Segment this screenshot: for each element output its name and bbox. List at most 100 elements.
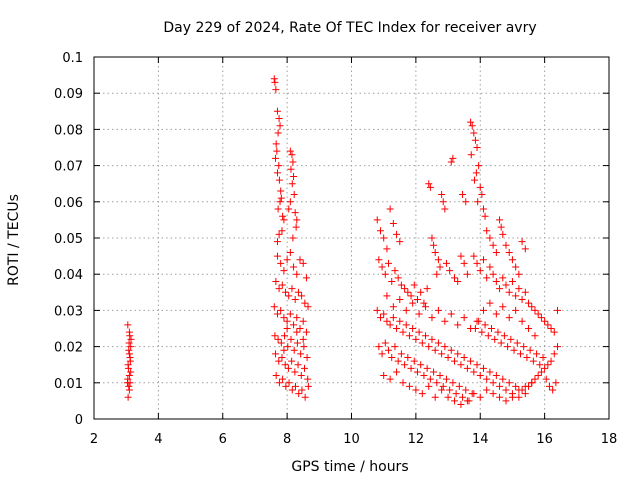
data-point-marker xyxy=(528,379,536,387)
data-point-marker xyxy=(275,162,283,170)
data-point-marker xyxy=(126,332,134,340)
data-point-marker xyxy=(486,263,494,271)
data-point-marker xyxy=(455,382,463,390)
data-point-marker xyxy=(474,198,482,206)
data-point-marker xyxy=(481,321,489,329)
data-point-marker xyxy=(291,382,299,390)
data-point-marker xyxy=(457,361,465,369)
data-point-marker xyxy=(554,306,561,314)
data-point-marker xyxy=(484,332,492,340)
data-point-marker xyxy=(516,350,524,358)
data-point-marker xyxy=(275,357,283,365)
data-point-marker xyxy=(304,303,312,311)
data-point-marker xyxy=(505,288,513,296)
data-point-marker xyxy=(282,382,290,390)
data-point-marker xyxy=(426,375,434,383)
data-point-marker xyxy=(383,292,391,300)
data-point-marker xyxy=(391,343,399,351)
data-point-marker xyxy=(277,339,285,347)
data-point-marker xyxy=(273,147,281,155)
data-point-marker xyxy=(470,368,478,376)
x-tick-label: 2 xyxy=(90,432,98,447)
data-point-marker xyxy=(125,386,133,394)
chart-title: Day 229 of 2024, Rate Of TEC Index for r… xyxy=(163,20,536,36)
data-point-marker xyxy=(521,288,529,296)
data-point-marker xyxy=(544,321,552,329)
data-point-marker xyxy=(378,350,386,358)
data-point-marker xyxy=(452,390,460,398)
data-point-marker xyxy=(459,393,467,401)
data-point-marker xyxy=(508,277,516,285)
data-point-marker xyxy=(534,372,542,380)
data-point-marker xyxy=(496,285,504,293)
y-tick-label: 0 xyxy=(75,413,83,428)
data-point-marker xyxy=(275,115,283,123)
data-point-marker xyxy=(518,296,526,304)
data-point-marker xyxy=(283,325,291,332)
data-point-marker xyxy=(271,332,279,340)
data-point-marker xyxy=(391,267,399,275)
data-point-marker xyxy=(409,325,417,332)
data-point-marker xyxy=(292,223,300,231)
data-point-marker xyxy=(550,350,558,358)
data-point-marker xyxy=(376,314,384,322)
data-point-marker xyxy=(126,357,134,365)
data-point-marker xyxy=(475,162,483,170)
data-point-marker xyxy=(278,353,286,361)
data-point-marker xyxy=(271,78,279,86)
data-point-marker xyxy=(510,346,518,354)
data-point-marker xyxy=(441,205,449,213)
data-point-marker xyxy=(471,136,479,144)
data-point-marker xyxy=(124,393,132,401)
data-point-marker xyxy=(299,317,307,325)
data-point-marker xyxy=(410,281,418,289)
data-point-marker xyxy=(413,368,421,376)
data-point-marker xyxy=(287,165,295,173)
data-points xyxy=(123,75,561,409)
data-point-marker xyxy=(376,227,384,235)
data-point-marker xyxy=(394,357,402,365)
data-point-marker xyxy=(481,212,489,220)
data-point-marker xyxy=(554,343,561,351)
data-point-marker xyxy=(497,339,505,347)
data-point-marker xyxy=(304,375,312,383)
data-point-marker xyxy=(396,296,404,304)
data-point-marker xyxy=(272,140,280,148)
data-point-marker xyxy=(468,122,476,130)
data-point-marker xyxy=(125,372,133,380)
data-point-marker xyxy=(285,292,293,300)
data-point-marker xyxy=(417,288,425,296)
data-point-marker xyxy=(486,234,494,242)
data-point-marker xyxy=(397,281,405,289)
data-point-marker xyxy=(373,306,381,314)
data-point-marker xyxy=(476,372,484,380)
data-point-marker xyxy=(473,317,481,325)
data-point-marker xyxy=(401,361,409,369)
data-point-marker xyxy=(428,234,436,242)
data-point-marker xyxy=(479,256,487,264)
data-point-marker xyxy=(518,317,526,325)
data-point-marker xyxy=(124,321,132,329)
data-point-marker xyxy=(272,154,280,162)
axis-ticks: 2 4 6 8 10 12 14 16 18 0 0.01 0.02 0.03 0.04 0.05 0.06 0… xyxy=(54,51,617,447)
data-point-marker xyxy=(531,332,539,340)
data-point-marker xyxy=(457,401,465,409)
y-tick-label: 0.01 xyxy=(54,377,83,392)
y-tick-label: 0.02 xyxy=(54,341,83,356)
data-point-marker xyxy=(300,343,308,351)
data-point-marker xyxy=(284,343,292,351)
data-point-marker xyxy=(125,346,133,354)
data-point-marker xyxy=(380,372,388,380)
data-point-marker xyxy=(378,263,386,271)
data-point-marker xyxy=(385,259,393,267)
data-point-marker xyxy=(521,390,529,398)
data-point-marker xyxy=(385,346,393,354)
data-point-marker xyxy=(296,256,304,264)
data-point-marker xyxy=(297,350,305,358)
data-point-marker xyxy=(280,216,288,224)
data-point-marker xyxy=(463,364,471,372)
data-point-marker xyxy=(286,198,294,206)
data-point-marker xyxy=(383,245,391,253)
data-point-marker xyxy=(289,234,297,242)
data-point-marker xyxy=(375,343,383,351)
